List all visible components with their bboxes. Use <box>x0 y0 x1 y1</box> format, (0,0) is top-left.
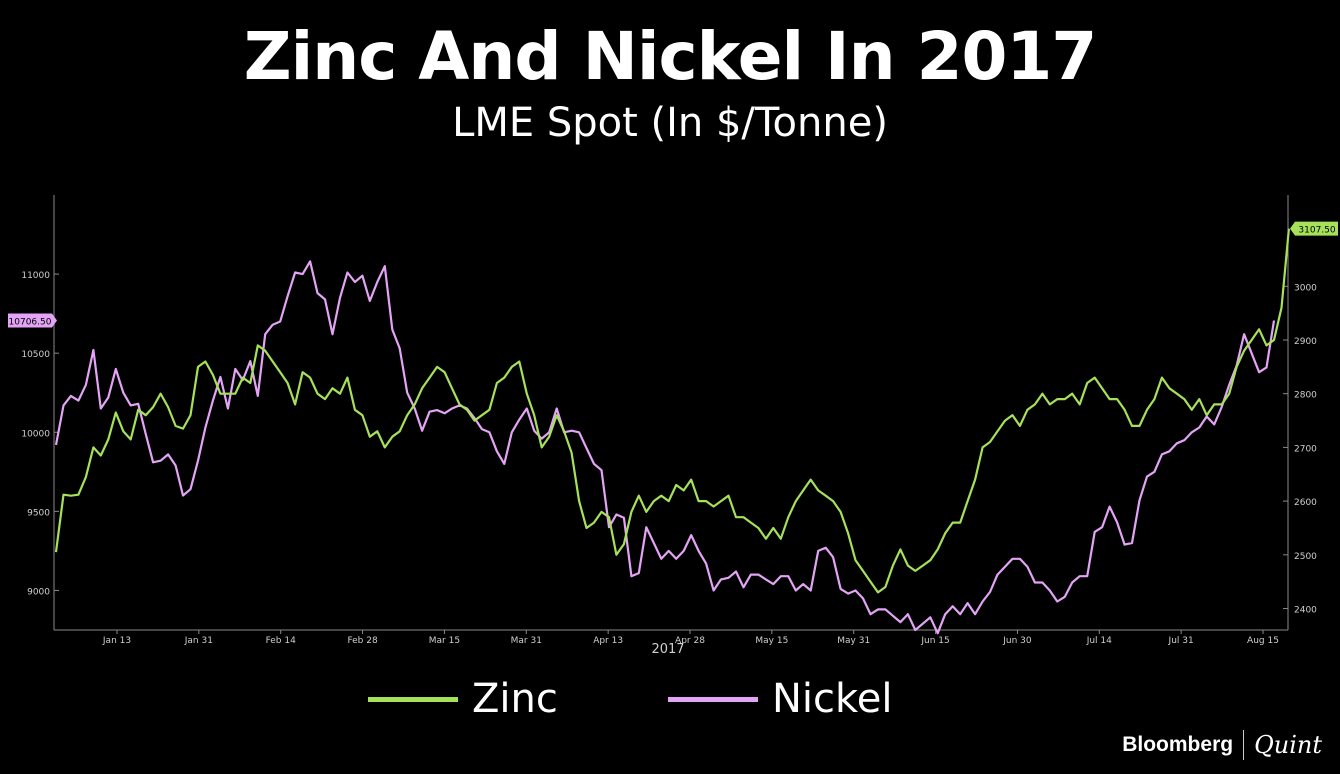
x-axis-ticks: Jan 13 Jan 31 Feb 14 Feb 28 Mar 15 Mar 31 Apr … <box>102 630 1279 646</box>
legend-label-zinc: Zinc <box>472 676 558 722</box>
x-tick-label: Aug 15 <box>1247 636 1279 646</box>
x-axis-label: 2017 <box>651 642 684 657</box>
series-line-zinc <box>54 228 1290 594</box>
legend-label-nickel: Nickel <box>772 676 893 722</box>
left-tick-label: 10500 <box>21 350 50 360</box>
legend: Zinc Nickel <box>0 676 1340 726</box>
nickel-last-value-flag: 10706.50 <box>8 313 57 328</box>
x-tick-label: Jun 30 <box>1002 636 1032 646</box>
brand-name: Bloomberg <box>1122 733 1234 756</box>
x-tick-label: Jan 31 <box>184 636 213 646</box>
right-tick-label: 2500 <box>1294 552 1317 562</box>
x-tick-label: Apr 13 <box>593 636 623 646</box>
chart-subtitle: LME Spot (In $/Tonne) <box>452 100 888 146</box>
x-tick-label: Jul 14 <box>1086 636 1112 646</box>
left-tick-label: 9000 <box>27 587 50 597</box>
legend-item-nickel: Nickel <box>668 676 893 722</box>
right-tick-label: 3000 <box>1294 283 1317 293</box>
legend-swatch-zinc <box>368 696 458 702</box>
right-tick-label: 2600 <box>1294 498 1317 508</box>
x-tick-label: Mar 31 <box>511 636 542 646</box>
x-tick-label: Jul 31 <box>1168 636 1194 646</box>
x-tick-label: Apr 28 <box>675 636 705 646</box>
chart-title: Zinc And Nickel In 2017 <box>243 18 1098 95</box>
axes <box>53 195 1289 631</box>
zinc-flag-shape <box>1290 221 1338 236</box>
right-tick-label: 2700 <box>1294 444 1317 454</box>
nickel-flag-shape <box>8 313 57 328</box>
series-line-nickel <box>54 260 1276 635</box>
left-tick-label: 11000 <box>21 271 50 281</box>
nickel-flag-label: 10706.50 <box>9 318 52 328</box>
left-tick-label: 10000 <box>21 429 50 439</box>
right-y-axis-ticks: 2400 2500 2600 2700 2800 2900 3000 <box>1283 283 1317 616</box>
line-chart: Jan 13 Jan 31 Feb 14 Feb 28 Mar 15 Mar 31 Apr … <box>8 195 1338 657</box>
right-tick-label: 2800 <box>1294 391 1317 401</box>
right-tick-label: 2900 <box>1294 337 1317 347</box>
x-tick-label: Feb 14 <box>266 636 297 646</box>
x-tick-label: Jun 15 <box>920 636 949 646</box>
legend-item-zinc: Zinc <box>368 676 558 722</box>
last-value-flags: 10706.50 3107.50 <box>8 221 1338 328</box>
zinc-flag-label: 3107.50 <box>1298 226 1335 236</box>
x-tick-label: Mar 15 <box>429 636 460 646</box>
brand-partner: Quint <box>1254 731 1322 759</box>
x-tick-label: Feb 28 <box>347 636 378 646</box>
right-tick-label: 2400 <box>1294 606 1317 616</box>
zinc-last-value-flag: 3107.50 <box>1290 221 1338 236</box>
x-tick-label: May 15 <box>755 636 788 646</box>
brand-logo: Bloomberg Quint <box>1122 730 1322 760</box>
series-lines <box>54 228 1290 635</box>
legend-swatch-nickel <box>668 696 758 702</box>
x-tick-label: May 31 <box>837 636 870 646</box>
left-tick-label: 9500 <box>27 508 50 518</box>
x-tick-label: Jan 13 <box>102 636 131 646</box>
brand-divider <box>1243 730 1245 760</box>
